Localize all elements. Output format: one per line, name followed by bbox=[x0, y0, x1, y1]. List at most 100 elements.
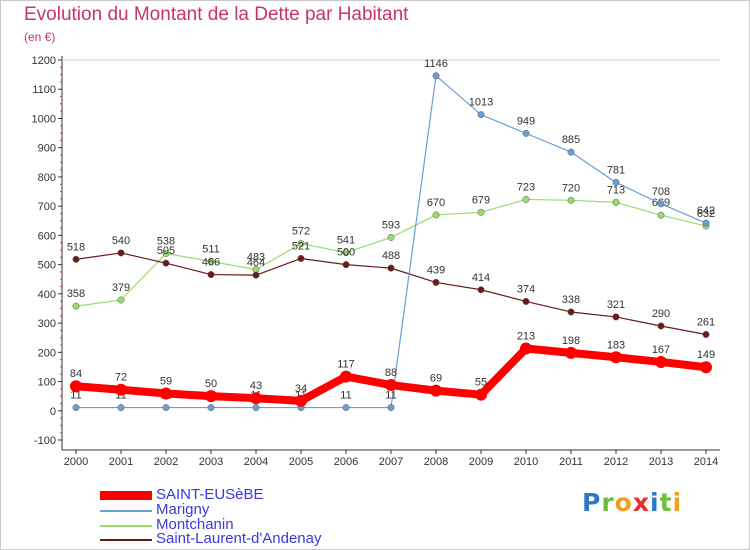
logo-letter: x bbox=[632, 488, 650, 517]
x-tick-label: 2003 bbox=[199, 456, 223, 468]
data-label-montchanin: 713 bbox=[607, 184, 625, 196]
chart-title: Evolution du Montant de la Dette par Hab… bbox=[24, 4, 409, 25]
data-point-marigny bbox=[567, 148, 575, 156]
y-tick-label: 900 bbox=[38, 143, 56, 155]
x-tick-label: 2001 bbox=[109, 456, 133, 468]
data-point-montchanin bbox=[387, 233, 395, 241]
data-label-saint-eusebe: 117 bbox=[337, 359, 355, 371]
data-point-saint-laurent bbox=[72, 255, 80, 263]
data-point-saint-eusebe bbox=[385, 379, 397, 392]
data-label-montchanin: 572 bbox=[292, 226, 310, 238]
data-label-montchanin: 670 bbox=[427, 197, 445, 209]
legend-swatch-saint-laurent bbox=[100, 539, 152, 541]
data-point-saint-eusebe bbox=[205, 390, 217, 403]
data-label-montchanin: 541 bbox=[337, 235, 355, 247]
logo-letter: o bbox=[614, 488, 633, 517]
y-tick-label: 300 bbox=[38, 318, 56, 330]
data-label-marigny: 885 bbox=[562, 134, 580, 146]
x-tick-label: 2009 bbox=[469, 456, 493, 468]
data-label-saint-laurent: 414 bbox=[472, 272, 490, 284]
data-label-saint-laurent: 439 bbox=[427, 264, 445, 276]
data-label-montchanin: 358 bbox=[67, 288, 85, 300]
data-point-saint-eusebe bbox=[295, 394, 307, 407]
x-tick-label: 2006 bbox=[334, 456, 358, 468]
data-point-marigny bbox=[72, 404, 80, 412]
data-label-saint-eusebe: 69 bbox=[430, 373, 442, 385]
data-label-saint-laurent: 290 bbox=[652, 308, 670, 320]
data-point-saint-laurent bbox=[432, 278, 440, 286]
data-point-marigny bbox=[342, 404, 350, 412]
data-label-montchanin: 593 bbox=[382, 219, 400, 231]
data-point-saint-eusebe bbox=[70, 380, 82, 393]
legend-label-marigny: Marigny bbox=[156, 501, 210, 518]
y-tick-label: 100 bbox=[38, 377, 56, 389]
data-point-saint-laurent bbox=[612, 313, 620, 321]
data-label-saint-eusebe: 183 bbox=[607, 339, 625, 351]
y-tick-label: 0 bbox=[50, 406, 56, 418]
logo-letter: i bbox=[672, 488, 683, 517]
data-point-montchanin bbox=[432, 211, 440, 219]
data-point-saint-eusebe bbox=[115, 383, 127, 396]
data-label-saint-eusebe: 43 bbox=[250, 380, 262, 392]
data-point-saint-eusebe bbox=[655, 355, 667, 368]
data-point-montchanin bbox=[72, 302, 80, 310]
data-label-saint-laurent: 505 bbox=[157, 245, 175, 257]
data-point-montchanin bbox=[612, 198, 620, 206]
data-point-saint-eusebe bbox=[340, 370, 352, 383]
x-tick-label: 2014 bbox=[694, 456, 718, 468]
data-label-saint-laurent: 488 bbox=[382, 250, 400, 262]
logo-letter: i bbox=[650, 488, 660, 517]
data-label-montchanin: 720 bbox=[562, 182, 580, 194]
data-point-saint-laurent bbox=[387, 264, 395, 272]
data-point-saint-laurent bbox=[477, 286, 485, 294]
data-point-saint-laurent bbox=[252, 271, 260, 279]
y-tick-label: 700 bbox=[38, 201, 56, 213]
data-label-saint-eusebe: 88 bbox=[385, 367, 397, 379]
x-tick-label: 2008 bbox=[424, 456, 448, 468]
data-label-saint-eusebe: 59 bbox=[160, 376, 172, 388]
data-point-saint-laurent bbox=[342, 261, 350, 269]
legend-label-saint-laurent: Saint-Laurent-d'Andenay bbox=[156, 530, 322, 547]
data-label-saint-eusebe: 50 bbox=[205, 378, 217, 390]
y-tick-label: 1100 bbox=[32, 84, 56, 96]
y-tick-label: 400 bbox=[38, 289, 56, 301]
x-tick-label: 2007 bbox=[379, 456, 403, 468]
data-point-montchanin bbox=[207, 257, 215, 265]
data-point-montchanin bbox=[117, 296, 125, 304]
data-point-marigny bbox=[162, 404, 170, 412]
legend-swatch-saint-eusebe bbox=[100, 491, 152, 500]
x-tick-label: 2010 bbox=[514, 456, 538, 468]
y-tick-label: 500 bbox=[38, 260, 56, 272]
data-label-montchanin: 511 bbox=[202, 243, 220, 255]
data-point-saint-eusebe bbox=[475, 388, 487, 401]
data-point-saint-laurent bbox=[297, 255, 305, 262]
data-label-montchanin: 379 bbox=[112, 282, 130, 294]
data-point-montchanin bbox=[657, 211, 665, 219]
data-label-saint-laurent: 521 bbox=[292, 240, 310, 252]
data-label-marigny: 11 bbox=[70, 390, 81, 402]
data-point-marigny bbox=[387, 404, 395, 412]
data-label-saint-laurent: 500 bbox=[337, 247, 355, 259]
data-label-montchanin: 483 bbox=[247, 252, 265, 264]
data-point-marigny bbox=[657, 200, 665, 208]
data-point-marigny bbox=[477, 111, 485, 119]
logo-letter: r bbox=[601, 488, 615, 517]
data-label-marigny: 1146 bbox=[424, 58, 448, 70]
data-point-saint-eusebe bbox=[610, 351, 622, 364]
data-point-saint-laurent bbox=[162, 259, 170, 267]
legend-label-montchanin: Montchanin bbox=[156, 516, 234, 533]
y-tick-label: 200 bbox=[38, 347, 56, 359]
x-tick-label: 2002 bbox=[154, 456, 178, 468]
data-point-marigny bbox=[432, 72, 440, 80]
x-tick-label: 2012 bbox=[604, 456, 628, 468]
y-tick-label: -100 bbox=[34, 435, 56, 447]
proxiti-logo: Proxiti bbox=[582, 488, 682, 517]
data-label-saint-eusebe: 34 bbox=[295, 383, 307, 395]
data-label-saint-laurent: 261 bbox=[697, 316, 715, 328]
data-label-marigny: 781 bbox=[607, 164, 625, 176]
data-label-marigny: 642 bbox=[697, 205, 715, 217]
legend-swatch-marigny bbox=[100, 510, 152, 512]
y-tick-label: 800 bbox=[38, 172, 56, 184]
data-label-saint-laurent: 540 bbox=[112, 235, 130, 247]
